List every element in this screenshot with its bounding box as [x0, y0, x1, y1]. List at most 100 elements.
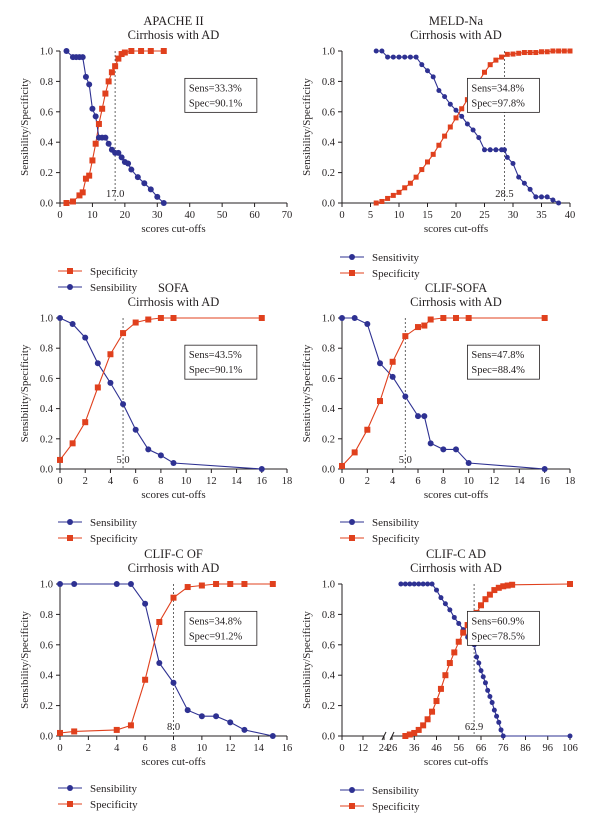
data-point-specificity [493, 57, 499, 63]
data-point-sensibility [157, 452, 164, 459]
data-point-specificity [550, 48, 556, 54]
data-point-sensitivity [464, 121, 470, 127]
stats-box [184, 344, 258, 380]
data-point-sensitivity [544, 194, 550, 200]
data-point-sensitivity [419, 62, 425, 68]
x-tick-label: 10 [463, 476, 474, 487]
data-point-sensibility [134, 174, 141, 181]
cutoff-label: 62.9 [465, 722, 483, 733]
data-point-sensibility [86, 81, 93, 88]
x-tick-label: 8 [441, 476, 446, 487]
data-point-sensibility [89, 105, 96, 112]
data-point-specificity [420, 722, 427, 729]
data-point-sensibility [434, 587, 439, 593]
y-axis-label: Sensibility/Specificity [19, 344, 31, 442]
data-point-sensitivity [527, 186, 533, 192]
y-axis-label: Sensibility/Specificity [19, 611, 31, 709]
x-axis-label: scores cut-offs [424, 223, 488, 235]
data-point-specificity [541, 315, 548, 321]
data-point-sensibility [241, 726, 248, 733]
data-point-specificity [142, 676, 149, 683]
data-point-sensibility [402, 393, 409, 400]
x-tick-label: 10 [394, 210, 405, 221]
x-tick-label: 106 [562, 743, 578, 754]
data-point-specificity [500, 583, 507, 590]
data-point-specificity [407, 180, 413, 186]
chart-title: CLIF-C AD [426, 547, 486, 561]
data-point-sensitivity [459, 113, 465, 119]
y-tick-label: 0.6 [322, 374, 335, 385]
x-tick-label: 12 [225, 743, 236, 754]
data-point-specificity [128, 48, 135, 54]
data-point-sensibility [160, 200, 167, 206]
stats-text: Spec=91.2% [189, 631, 243, 642]
y-tick-label: 0.8 [322, 610, 335, 621]
data-point-specificity [442, 133, 448, 139]
x-tick-label: 12 [206, 476, 217, 487]
x-tick-label: 56 [454, 743, 465, 754]
x-tick-label: 6 [133, 476, 138, 487]
legend-swatch-marker [67, 535, 73, 541]
data-point-specificity [510, 51, 516, 57]
data-point-sensibility [416, 581, 422, 587]
x-tick-label: 12 [489, 476, 500, 487]
x-tick-label: 4 [108, 476, 114, 487]
data-point-sensitivity [430, 74, 436, 80]
y-tick-label: 0.0 [40, 465, 53, 476]
y-tick-label: 0.8 [322, 344, 335, 355]
data-point-sensibility [500, 733, 506, 739]
data-point-specificity [94, 384, 101, 391]
stats-text: Sens=34.8% [471, 83, 524, 94]
x-tick-label: 12 [358, 743, 369, 754]
data-point-sensibility [415, 413, 421, 420]
x-tick-label: 60 [249, 210, 260, 221]
data-point-specificity [516, 50, 522, 56]
data-point-sensibility [398, 581, 404, 587]
data-point-sensitivity [453, 107, 459, 113]
data-point-sensibility [69, 321, 76, 328]
data-point-specificity [487, 62, 493, 68]
data-point-sensitivity [501, 147, 507, 153]
data-point-sensitivity [385, 54, 391, 60]
data-point-specificity [118, 51, 125, 58]
legend-swatch-marker [349, 254, 355, 260]
y-tick-label: 0.6 [322, 107, 335, 118]
data-point-sensibility [411, 581, 417, 587]
data-point-specificity [460, 629, 467, 636]
data-point-sensibility [427, 440, 434, 447]
x-tick-label: 15 [422, 210, 433, 221]
data-point-sensibility [154, 193, 161, 200]
data-point-specificity [377, 398, 383, 405]
x-tick-label: 50 [217, 210, 228, 221]
legend-swatch-marker [67, 284, 73, 290]
data-point-specificity [102, 90, 109, 97]
chart-title: CLIF-C OF [144, 547, 203, 561]
chart-subtitle: Cirrhosis with AD [128, 28, 220, 42]
x-axis-label: scores cut-offs [141, 489, 205, 501]
data-point-specificity [459, 106, 465, 112]
legend-label: Sensibility [90, 517, 138, 529]
data-point-sensibility [494, 713, 500, 719]
legend-label: Sensibility [90, 282, 138, 294]
series-line-specificity [59, 317, 262, 461]
data-point-specificity [411, 729, 418, 736]
data-point-specificity [389, 358, 396, 365]
data-point-sensibility [447, 607, 453, 613]
stats-text: Sens=60.9% [471, 616, 524, 627]
x-tick-label: 2 [365, 476, 370, 487]
data-point-specificity [82, 419, 89, 426]
data-point-sensibility [125, 160, 132, 167]
data-point-specificity [92, 140, 99, 147]
data-point-sensibility [451, 614, 457, 620]
stats-box [466, 610, 540, 646]
data-point-specificity [373, 200, 379, 206]
stats-text: Spec=90.1% [189, 365, 243, 376]
chart-subtitle: Cirrhosis with AD [410, 561, 502, 575]
y-tick-label: 0.2 [322, 701, 335, 712]
x-tick-label: 2 [83, 476, 88, 487]
data-point-sensitivity [516, 174, 522, 180]
data-point-specificity [79, 189, 86, 196]
stats-text: Sens=33.3% [189, 83, 242, 94]
